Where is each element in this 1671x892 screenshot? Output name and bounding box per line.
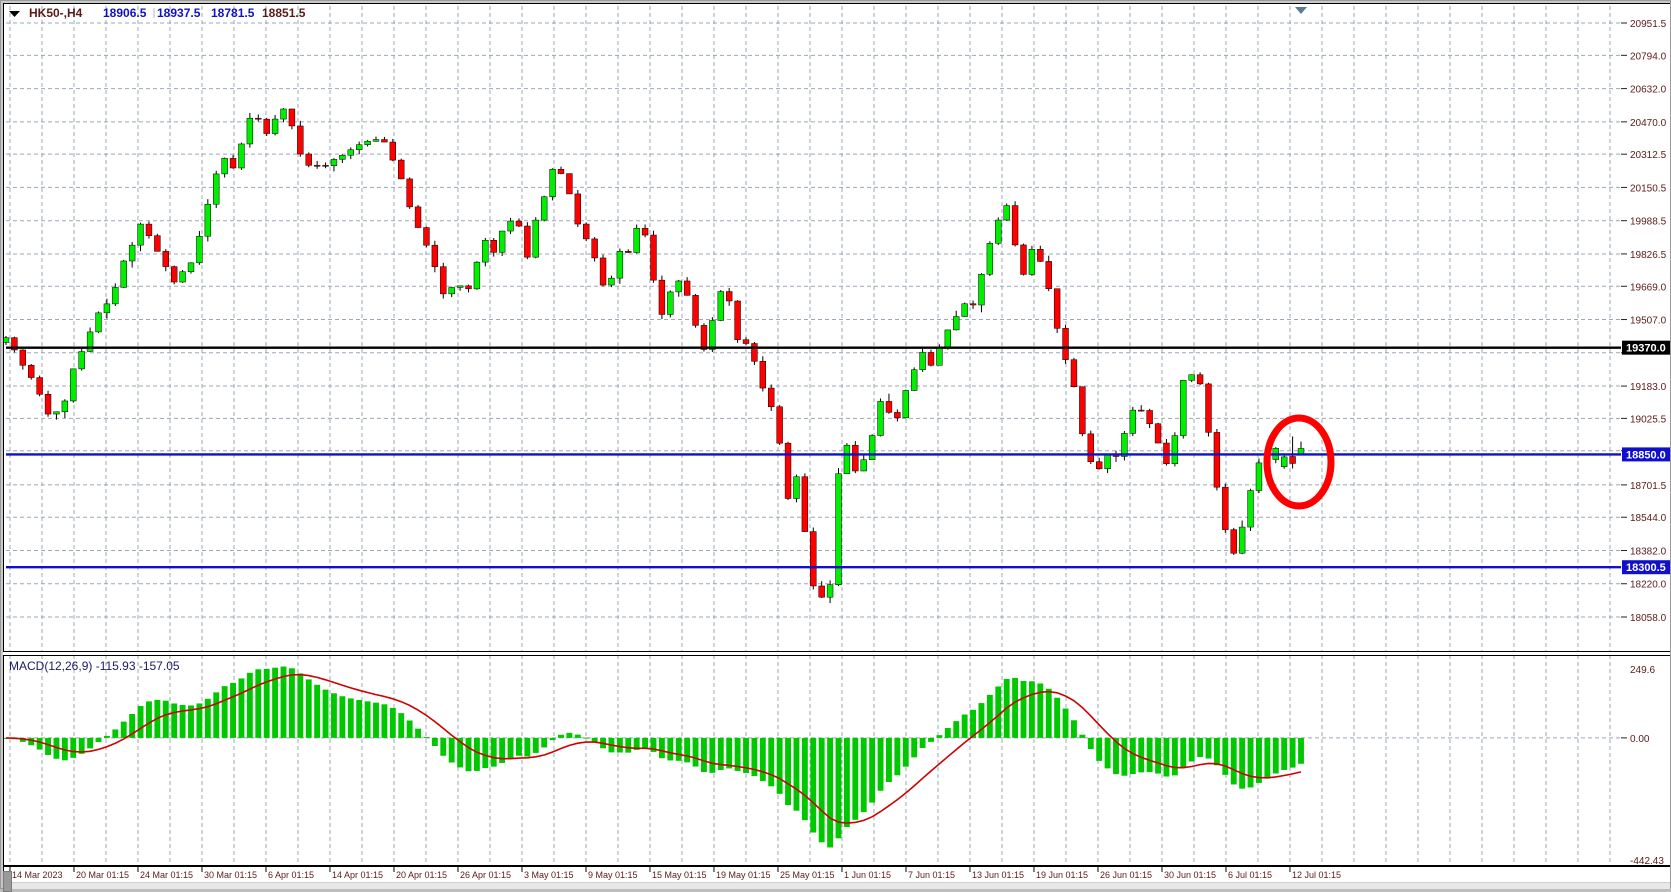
- svg-text:19826.5: 19826.5: [1630, 250, 1667, 261]
- svg-text:3 May 01:15: 3 May 01:15: [524, 870, 574, 880]
- svg-text:18220.0: 18220.0: [1630, 580, 1667, 591]
- svg-text:19 Jun 01:15: 19 Jun 01:15: [1036, 870, 1088, 880]
- svg-text:18850.0: 18850.0: [1626, 449, 1666, 461]
- svg-text:0.00: 0.00: [1630, 734, 1650, 745]
- svg-text:20470.0: 20470.0: [1630, 118, 1667, 129]
- svg-text:19025.5: 19025.5: [1630, 414, 1667, 425]
- svg-text:19 May 01:15: 19 May 01:15: [716, 870, 771, 880]
- svg-text:19507.0: 19507.0: [1630, 316, 1667, 327]
- svg-text:MACD(12,26,9) -115.93 -157.05: MACD(12,26,9) -115.93 -157.05: [9, 659, 180, 673]
- svg-text:1 Jun 01:15: 1 Jun 01:15: [844, 870, 891, 880]
- svg-text:20312.5: 20312.5: [1630, 150, 1667, 161]
- svg-text:19669.0: 19669.0: [1630, 282, 1667, 293]
- svg-text:18300.5: 18300.5: [1626, 562, 1666, 574]
- svg-text:18906.5: 18906.5: [103, 6, 147, 20]
- svg-text:18544.0: 18544.0: [1630, 513, 1667, 524]
- svg-text:18937.5: 18937.5: [157, 6, 201, 20]
- svg-text:6 Jul 01:15: 6 Jul 01:15: [1228, 870, 1272, 880]
- svg-text:20794.0: 20794.0: [1630, 51, 1667, 62]
- svg-text:19988.5: 19988.5: [1630, 217, 1667, 228]
- svg-text:30 Mar 01:15: 30 Mar 01:15: [204, 870, 257, 880]
- svg-text:15 May 01:15: 15 May 01:15: [652, 870, 707, 880]
- svg-text:19183.0: 19183.0: [1630, 382, 1667, 393]
- svg-text:20632.0: 20632.0: [1630, 85, 1667, 96]
- svg-text:25 May 01:15: 25 May 01:15: [780, 870, 835, 880]
- svg-text:20951.5: 20951.5: [1630, 19, 1667, 30]
- svg-text:18382.0: 18382.0: [1630, 546, 1667, 557]
- svg-text:24 Mar 01:15: 24 Mar 01:15: [140, 870, 193, 880]
- svg-text:20 Mar 01:15: 20 Mar 01:15: [76, 870, 129, 880]
- svg-text:18781.5: 18781.5: [211, 6, 255, 20]
- svg-text:20150.5: 20150.5: [1630, 183, 1667, 194]
- svg-text:19370.0: 19370.0: [1626, 343, 1666, 355]
- svg-text:18851.5: 18851.5: [262, 6, 306, 20]
- svg-text:6 Apr 01:15: 6 Apr 01:15: [268, 870, 314, 880]
- svg-text:7 Jun 01:15: 7 Jun 01:15: [908, 870, 955, 880]
- svg-text:26 Apr 01:15: 26 Apr 01:15: [460, 870, 511, 880]
- svg-text:14 Mar 2023: 14 Mar 2023: [12, 870, 63, 880]
- svg-text:30 Jun 01:15: 30 Jun 01:15: [1164, 870, 1216, 880]
- svg-text:HK50-,H4: HK50-,H4: [29, 6, 83, 20]
- svg-text:13 Jun 01:15: 13 Jun 01:15: [972, 870, 1024, 880]
- svg-text:26 Jun 01:15: 26 Jun 01:15: [1100, 870, 1152, 880]
- svg-text:249.6: 249.6: [1630, 665, 1655, 676]
- svg-text:9 May 01:15: 9 May 01:15: [588, 870, 638, 880]
- svg-text:20 Apr 01:15: 20 Apr 01:15: [396, 870, 447, 880]
- svg-text:14 Apr 01:15: 14 Apr 01:15: [332, 870, 383, 880]
- svg-text:18058.0: 18058.0: [1630, 613, 1667, 624]
- svg-text:18701.5: 18701.5: [1630, 481, 1667, 492]
- svg-text:12 Jul 01:15: 12 Jul 01:15: [1292, 870, 1341, 880]
